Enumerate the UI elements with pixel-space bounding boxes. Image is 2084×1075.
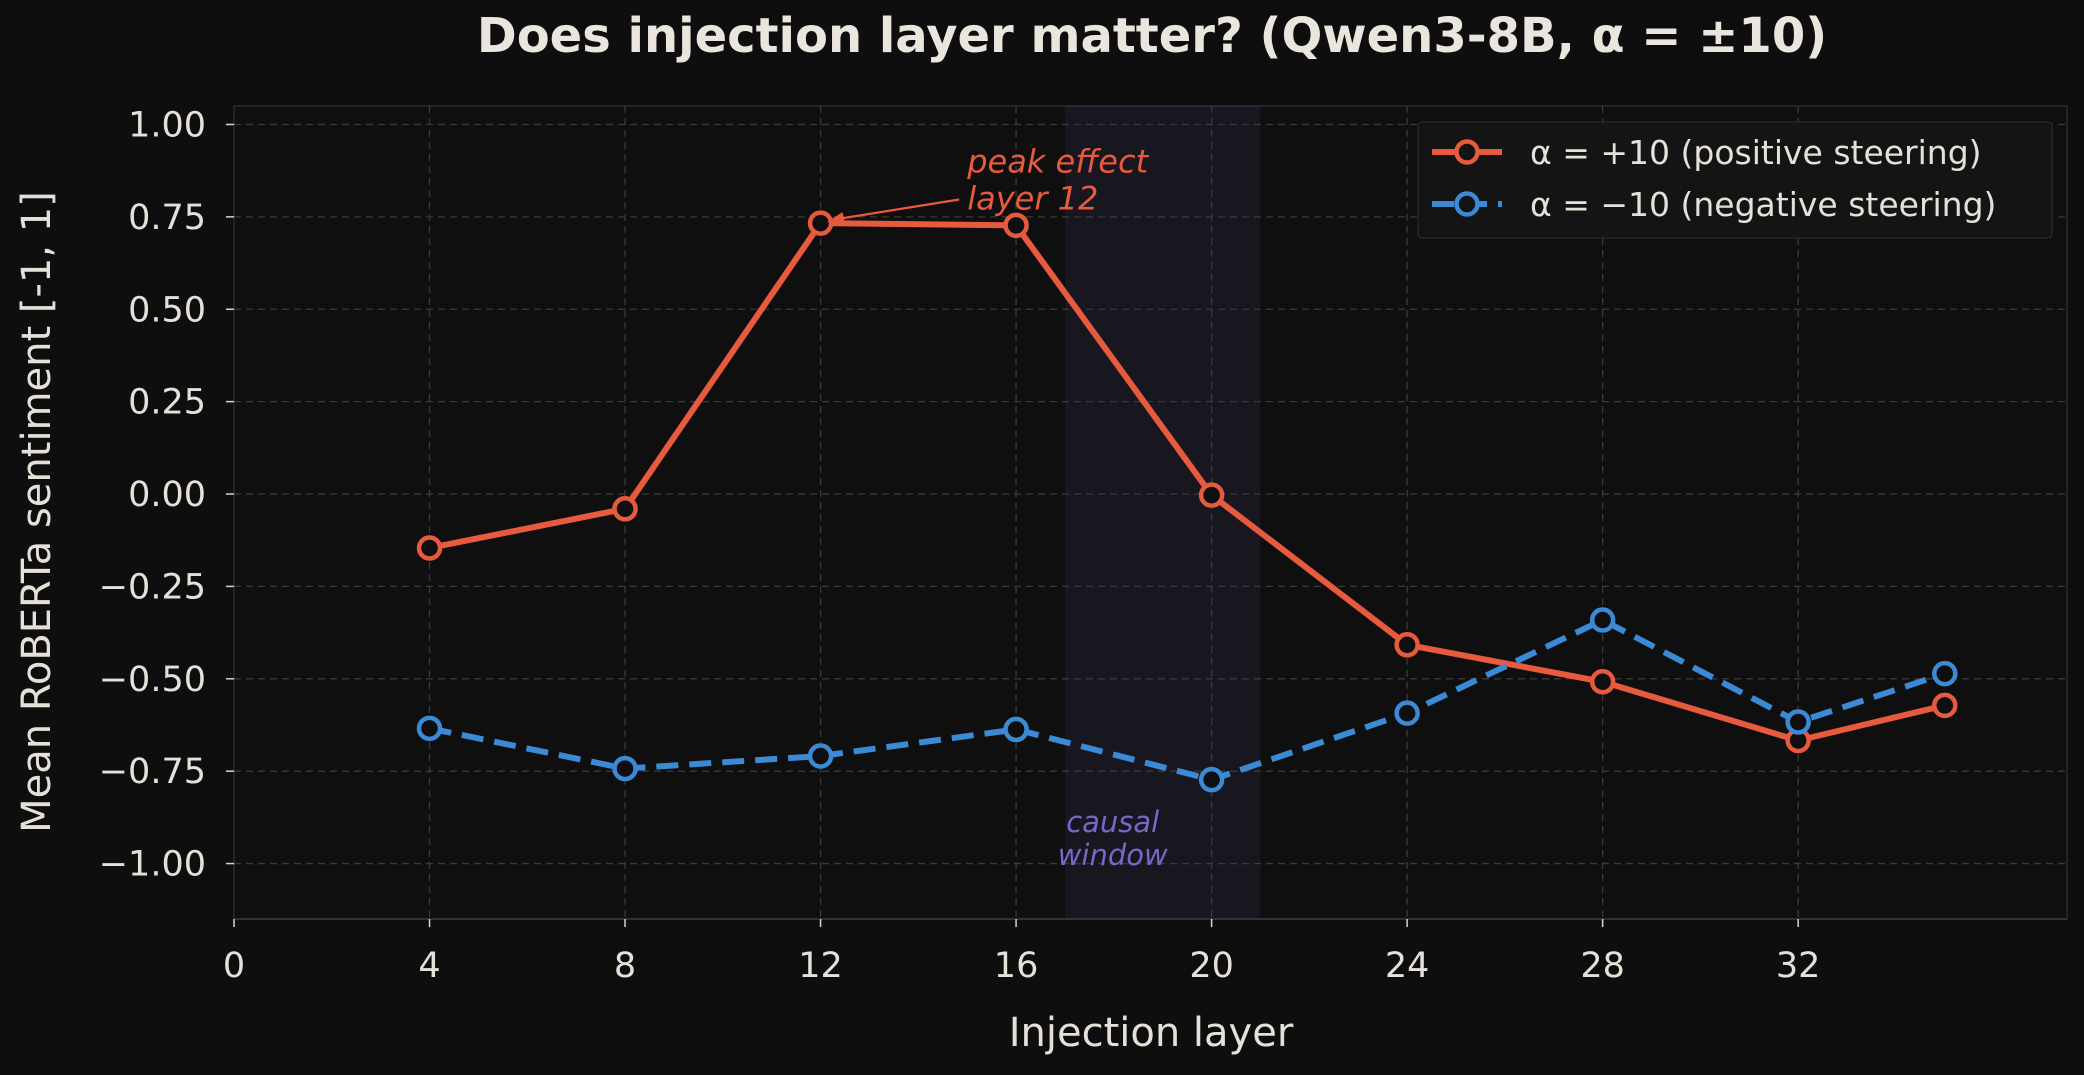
data-point	[612, 496, 638, 522]
plot-background	[233, 105, 2068, 920]
data-point	[1932, 660, 1958, 687]
chart-title: Does injection layer matter? (Qwen3-8B, …	[477, 8, 1827, 64]
y-tick-label: −0.75	[99, 752, 206, 792]
x-tick-label: 16	[994, 946, 1039, 986]
x-axis-label: Injection layer	[1009, 1010, 1294, 1056]
annotation-arrowhead	[826, 212, 845, 223]
y-tick-label: 0.50	[128, 290, 206, 330]
y-tick-label: 0.75	[128, 198, 206, 238]
legend-item-positive: α = +10 (positive steering)	[1432, 133, 1982, 172]
legend-swatch-marker	[1454, 139, 1480, 165]
x-tick-label: 28	[1580, 946, 1625, 986]
data-point	[1198, 766, 1225, 793]
series-negative	[416, 607, 1958, 793]
causal-window-label-line: causal	[1066, 805, 1159, 839]
data-point	[1394, 632, 1420, 658]
y-tick-label: −1.00	[99, 845, 206, 885]
series-layer	[416, 210, 1958, 793]
data-point	[1589, 607, 1616, 633]
causal-window-region	[1064, 106, 1261, 919]
y-tick-label: −0.50	[99, 660, 206, 700]
x-tick-label: 24	[1385, 946, 1430, 986]
legend-label: α = +10 (positive steering)	[1530, 133, 1982, 172]
annotation-text-line: peak effect	[966, 143, 1149, 181]
data-point	[1198, 482, 1225, 508]
annotation-text-line: layer 12	[967, 180, 1098, 218]
data-point	[1589, 669, 1616, 695]
data-point	[416, 535, 443, 561]
data-point	[1003, 212, 1029, 239]
x-tick-label: 8	[614, 946, 636, 986]
x-tick-label: 0	[223, 946, 245, 986]
series-positive	[416, 210, 1958, 754]
y-tick-label: −0.25	[99, 567, 206, 607]
x-tick-label: 32	[1776, 946, 1821, 986]
legend: α = +10 (positive steering) α = −10 (nega…	[1417, 121, 2053, 239]
data-point	[807, 743, 834, 769]
x-tick-label: 20	[1189, 946, 1234, 986]
y-tick-label: 0.25	[128, 383, 206, 423]
legend-box	[1417, 121, 2053, 239]
data-point	[1003, 716, 1029, 743]
x-axis: 0 4 8 12 16 20 24 28 32	[223, 918, 2067, 986]
data-point	[1932, 692, 1958, 719]
data-point	[1394, 700, 1420, 726]
data-point	[807, 210, 834, 236]
y-axis-label: Mean RoBERTa sentiment [-1, 1]	[14, 191, 60, 833]
x-tick-label: 4	[418, 946, 440, 986]
data-point	[612, 755, 638, 782]
data-point	[1785, 709, 1811, 735]
legend-swatch-marker	[1454, 191, 1480, 217]
y-axis: 1.00 0.75 0.50 0.25 0.00 −0.25 −0.50 −0.75 −1.00	[99, 105, 234, 885]
y-tick-label: 0.00	[128, 475, 206, 515]
data-point	[416, 715, 443, 742]
x-tick-label: 12	[798, 946, 843, 986]
legend-item-negative: α = −10 (negative steering)	[1432, 185, 1996, 224]
y-tick-label: 1.00	[128, 105, 206, 145]
legend-label: α = −10 (negative steering)	[1530, 185, 1996, 224]
annotation-arrow	[830, 198, 960, 222]
causal-window-label-line: window	[1058, 838, 1168, 872]
